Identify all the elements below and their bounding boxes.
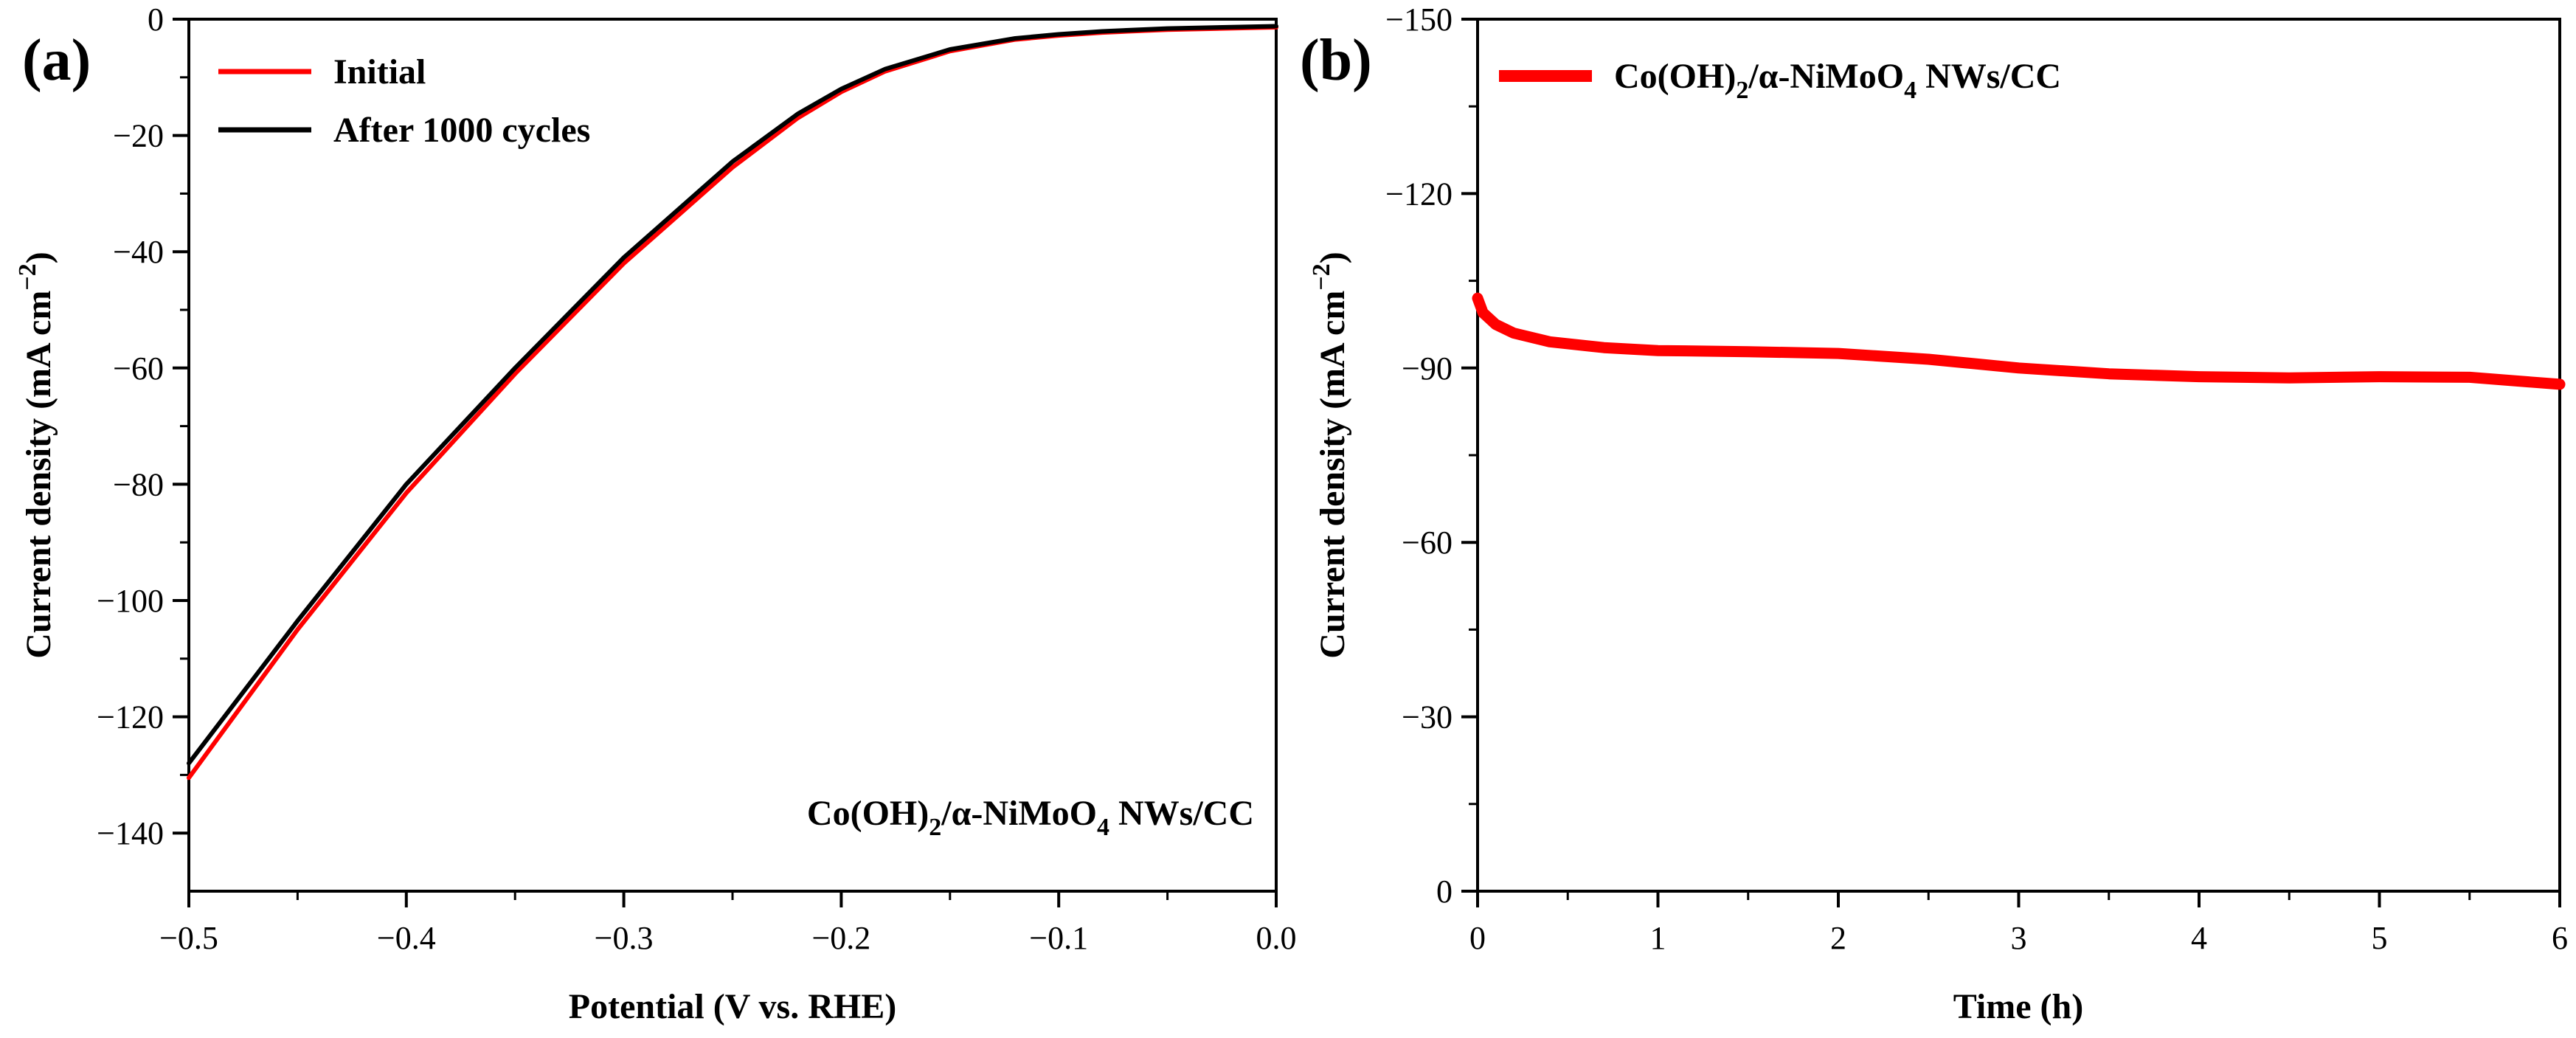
chart-a: (a) −0.5 −0.4 −0.3 −0.2 −0.1 0.0 0 −20 −40 −60 −80… bbox=[14, 1, 1297, 1026]
chart-a-xtick-label: −0.5 bbox=[159, 920, 218, 956]
chart-b-ylabel: Current density (mA cm−2) bbox=[1308, 252, 1352, 658]
chart-b-ytick-label: −30 bbox=[1402, 699, 1453, 736]
legend-label-stability: Co(OH)2/α-NiMoO4 NWs/CC bbox=[1614, 57, 2061, 104]
chart-b-ytick-label: 0 bbox=[1436, 873, 1453, 910]
chart-b-ytick-label: −150 bbox=[1385, 1, 1453, 38]
chart-a-xtick-label: −0.4 bbox=[377, 920, 436, 956]
chart-a-ticks: −0.5 −0.4 −0.3 −0.2 −0.1 0.0 0 −20 −40 −60 −80 −100… bbox=[97, 1, 1296, 956]
chart-a-xtick-label: −0.3 bbox=[595, 920, 654, 956]
panel-label-a: (a) bbox=[22, 28, 91, 93]
chart-b-xtick-label: 5 bbox=[2372, 920, 2388, 956]
chart-a-ytick-label: −60 bbox=[113, 350, 164, 387]
legend-label-after: After 1000 cycles bbox=[333, 111, 590, 150]
series-line-after-1000-cycles bbox=[187, 24, 1278, 766]
chart-a-xlabel: Potential (V vs. RHE) bbox=[569, 987, 896, 1026]
chart-a-ytick-label: −100 bbox=[97, 583, 164, 619]
panel-label-b: (b) bbox=[1300, 28, 1372, 93]
chart-b-xtick-label: 4 bbox=[2191, 920, 2207, 956]
chart-b-ytick-label: −120 bbox=[1385, 176, 1453, 212]
chart-b-ytick-label: −60 bbox=[1402, 525, 1453, 561]
chart-b-xtick-label: 0 bbox=[1469, 920, 1486, 956]
chart-a-ytick-label: −20 bbox=[113, 118, 164, 154]
chart-b-legend: Co(OH)2/α-NiMoO4 NWs/CC bbox=[1499, 57, 2061, 104]
chart-a-xtick-label: −0.2 bbox=[811, 920, 870, 956]
chart-a-xtick-label: −0.1 bbox=[1029, 920, 1088, 956]
chart-b-xtick-label: 1 bbox=[1650, 920, 1666, 956]
chart-b-ticks: 0 1 2 3 4 5 6 0 −30 −60 −90 −120 −150 bbox=[1385, 1, 2568, 956]
chart-a-annotation: Co(OH)2/α-NiMoO4 NWs/CC bbox=[807, 794, 1254, 841]
chart-a-ytick-label: −120 bbox=[97, 699, 164, 736]
chart-a-ytick-label: −80 bbox=[113, 466, 164, 502]
chart-b-frame bbox=[1476, 18, 2561, 893]
chart-a-ylabel: Current density (mA cm−2) bbox=[14, 252, 58, 658]
chart-b-xtick-label: 3 bbox=[2011, 920, 2027, 956]
chart-a-ytick-label: −40 bbox=[113, 234, 164, 270]
series-line-stability bbox=[1472, 292, 2566, 390]
chart-b: (b) 0 1 2 3 4 5 6 0 −30 −60 −90 −120 −150 Time (h) C… bbox=[1300, 1, 2568, 1026]
chart-a-frame bbox=[187, 18, 1278, 893]
chart-b-xtick-label: 6 bbox=[2552, 920, 2568, 956]
chart-b-ytick-label: −90 bbox=[1402, 350, 1453, 387]
chart-a-xtick-label: 0.0 bbox=[1256, 920, 1297, 956]
chart-b-series bbox=[1472, 292, 2566, 390]
chart-a-series bbox=[187, 24, 1278, 781]
chart-a-legend: Initial After 1000 cycles bbox=[218, 52, 590, 150]
chart-a-ytick-label: −140 bbox=[97, 815, 164, 851]
chart-a-ytick-label: 0 bbox=[148, 1, 164, 38]
chart-b-xlabel: Time (h) bbox=[1953, 987, 2083, 1026]
legend-label-initial: Initial bbox=[333, 52, 426, 91]
chart-b-xtick-label: 2 bbox=[1830, 920, 1846, 956]
